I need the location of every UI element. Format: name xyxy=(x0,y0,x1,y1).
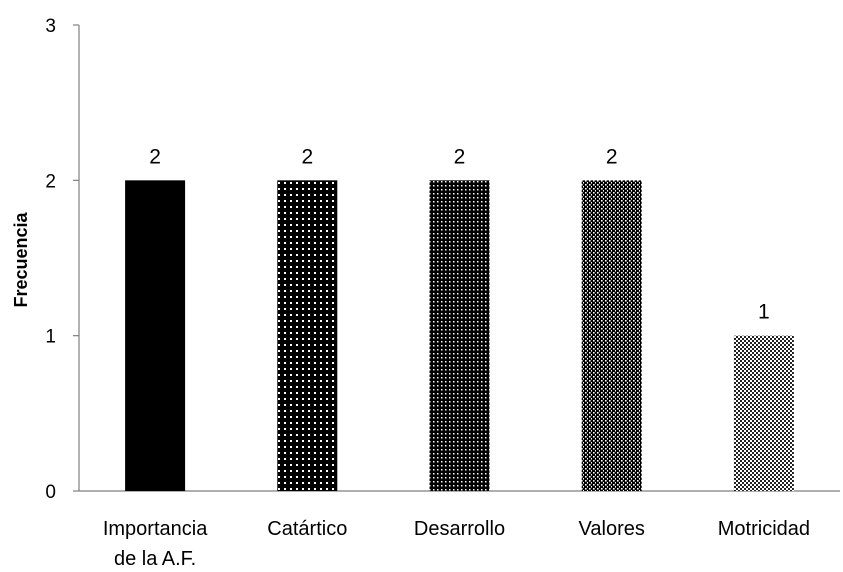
data-label: 2 xyxy=(301,145,313,168)
x-tick-label: de la A.F. xyxy=(114,548,196,570)
x-tick-label: Valores xyxy=(579,518,645,540)
data-label: 2 xyxy=(454,145,466,168)
data-label: 2 xyxy=(149,145,161,168)
y-tick-label: 2 xyxy=(45,171,56,192)
bar xyxy=(581,180,642,492)
x-tick-label: Motricidad xyxy=(718,518,810,540)
bar xyxy=(733,335,794,491)
y-tick-label: 3 xyxy=(45,16,56,37)
y-tick-label: 0 xyxy=(45,482,56,503)
x-tick-label: Importancia xyxy=(103,518,208,540)
y-axis-title: Frecuencia xyxy=(11,211,31,307)
x-tick-label: Desarrollo xyxy=(414,518,505,540)
bar xyxy=(277,180,338,492)
bar xyxy=(429,180,490,492)
data-label: 2 xyxy=(606,145,618,168)
x-tick-label: Catártico xyxy=(267,518,347,540)
bar xyxy=(125,180,186,492)
y-tick-label: 1 xyxy=(45,327,56,348)
data-label: 1 xyxy=(758,301,770,324)
